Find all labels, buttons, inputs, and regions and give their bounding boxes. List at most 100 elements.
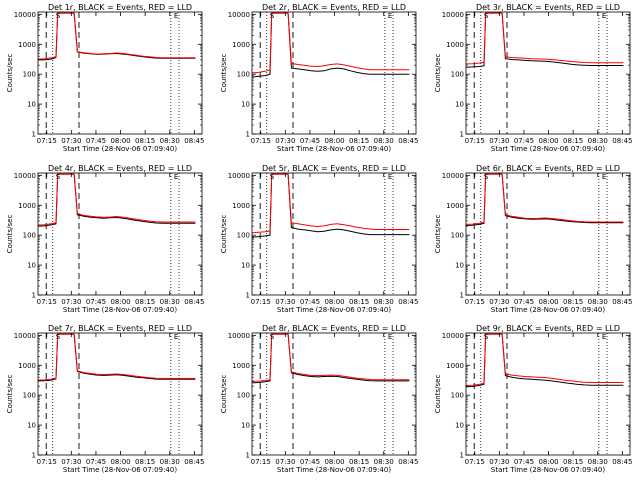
end-marker-label: E <box>174 333 178 341</box>
x-tick-label: 08:15 <box>135 458 155 466</box>
y-axis-label: Counts/sec <box>434 375 442 414</box>
panel-9: 1 10 100 1000 10000 07:15 07:30 07:45 08:00 08:15… <box>434 324 632 474</box>
start-marker-label: S <box>56 173 61 181</box>
y-tick-label: 1 <box>460 131 464 139</box>
panel-1: 1 10 100 1000 10000 07:15 07:30 07:45 08:00 08:15… <box>6 3 204 153</box>
x-tick-label: 07:15 <box>465 137 485 145</box>
y-tick-label: 10 <box>241 262 250 270</box>
panel-2: 1 10 100 1000 10000 07:15 07:30 07:45 08:00 08:15… <box>220 3 418 153</box>
x-tick-label: 08:30 <box>588 298 608 306</box>
panel-title: Det 9r, BLACK = Events, RED = LLD <box>476 324 620 333</box>
series-events-line <box>252 12 410 78</box>
y-tick-label: 100 <box>451 71 464 79</box>
x-tick-label: 08:30 <box>160 137 180 145</box>
series-lld-line <box>466 12 624 65</box>
y-tick-label: 10000 <box>14 332 36 340</box>
end-marker-label: E <box>388 333 392 341</box>
y-tick-label: 10000 <box>14 172 36 180</box>
x-tick-label: 08:45 <box>184 298 204 306</box>
x-axis-label: Start Time (28-Nov-06 07:09:40) <box>277 466 391 474</box>
y-tick-label: 10000 <box>442 172 464 180</box>
x-tick-label: 07:45 <box>514 137 534 145</box>
y-tick-label: 10000 <box>442 332 464 340</box>
series-lld-line <box>466 173 624 225</box>
series-lld-line <box>466 333 624 386</box>
x-tick-label: 08:15 <box>349 298 369 306</box>
y-tick-label: 1000 <box>232 41 250 49</box>
y-axis-label: Counts/sec <box>220 375 228 414</box>
x-tick-label: 08:00 <box>110 458 130 466</box>
y-tick-label: 10 <box>241 101 250 109</box>
x-tick-label: 08:15 <box>135 298 155 306</box>
y-tick-label: 10 <box>27 422 36 430</box>
y-tick-label: 10 <box>455 422 464 430</box>
y-tick-label: 10000 <box>14 11 36 19</box>
x-tick-label: 07:15 <box>37 137 57 145</box>
y-tick-label: 1000 <box>446 202 464 210</box>
y-axis-label: Counts/sec <box>6 54 14 93</box>
panel-title: Det 1r, BLACK = Events, RED = LLD <box>48 3 192 12</box>
x-axis-label: Start Time (28-Nov-06 07:09:40) <box>491 466 605 474</box>
y-tick-label: 1000 <box>232 362 250 370</box>
x-tick-label: 07:15 <box>37 458 57 466</box>
plot-frame <box>37 332 203 456</box>
x-tick-label: 07:30 <box>275 298 295 306</box>
x-tick-label: 08:00 <box>538 458 558 466</box>
series-lld-line <box>252 333 410 382</box>
x-tick-label: 07:15 <box>465 298 485 306</box>
panel-title: Det 7r, BLACK = Events, RED = LLD <box>48 324 192 333</box>
x-tick-label: 07:45 <box>300 137 320 145</box>
panel-title: Det 4r, BLACK = Events, RED = LLD <box>48 164 192 173</box>
y-tick-label: 1 <box>246 131 250 139</box>
x-axis-label: Start Time (28-Nov-06 07:09:40) <box>63 466 177 474</box>
x-tick-label: 07:30 <box>275 458 295 466</box>
panel-title: Det 3r, BLACK = Events, RED = LLD <box>476 3 620 12</box>
y-tick-label: 10000 <box>442 11 464 19</box>
start-marker-label: S <box>484 12 489 20</box>
x-tick-label: 08:45 <box>612 298 632 306</box>
y-axis-label: Counts/sec <box>220 215 228 254</box>
x-tick-label: 07:45 <box>300 458 320 466</box>
x-axis-label: Start Time (28-Nov-06 07:09:40) <box>277 306 391 314</box>
end-marker-label: E <box>602 173 606 181</box>
end-marker-label: E <box>174 173 178 181</box>
plot-frame <box>37 172 203 296</box>
x-tick-label: 07:30 <box>61 298 81 306</box>
panel-5: 1 10 100 1000 10000 07:15 07:30 07:45 08:00 08:15… <box>220 164 418 314</box>
x-tick-label: 08:00 <box>324 137 344 145</box>
x-tick-label: 07:30 <box>489 298 509 306</box>
x-tick-label: 07:45 <box>86 458 106 466</box>
y-tick-label: 10 <box>455 101 464 109</box>
y-tick-label: 1 <box>460 452 464 460</box>
plot-frame <box>251 332 417 456</box>
y-tick-label: 100 <box>23 71 36 79</box>
x-tick-label: 07:30 <box>275 137 295 145</box>
x-tick-label: 08:30 <box>374 298 394 306</box>
series-lld-line <box>38 333 196 381</box>
x-tick-label: 08:15 <box>349 458 369 466</box>
x-tick-label: 08:15 <box>563 298 583 306</box>
y-tick-label: 1 <box>32 452 36 460</box>
x-tick-label: 08:45 <box>184 458 204 466</box>
x-tick-label: 08:30 <box>588 137 608 145</box>
end-marker-label: E <box>388 12 392 20</box>
y-axis-label: Counts/sec <box>434 215 442 254</box>
x-tick-label: 08:45 <box>398 137 418 145</box>
x-tick-label: 07:30 <box>489 458 509 466</box>
x-tick-label: 07:45 <box>86 137 106 145</box>
y-tick-label: 100 <box>237 232 250 240</box>
x-tick-label: 07:45 <box>86 298 106 306</box>
x-axis-label: Start Time (28-Nov-06 07:09:40) <box>63 145 177 153</box>
panel-3: 1 10 100 1000 10000 07:15 07:30 07:45 08:00 08:15… <box>434 3 632 153</box>
x-tick-label: 08:30 <box>374 137 394 145</box>
y-axis-label: Counts/sec <box>6 375 14 414</box>
y-axis-label: Counts/sec <box>434 54 442 93</box>
x-tick-label: 08:30 <box>588 458 608 466</box>
y-tick-label: 1000 <box>446 41 464 49</box>
plot-frame <box>465 172 631 296</box>
plot-frame <box>251 172 417 296</box>
y-tick-label: 1 <box>460 292 464 300</box>
plot-frame <box>465 332 631 456</box>
x-tick-label: 08:45 <box>398 458 418 466</box>
